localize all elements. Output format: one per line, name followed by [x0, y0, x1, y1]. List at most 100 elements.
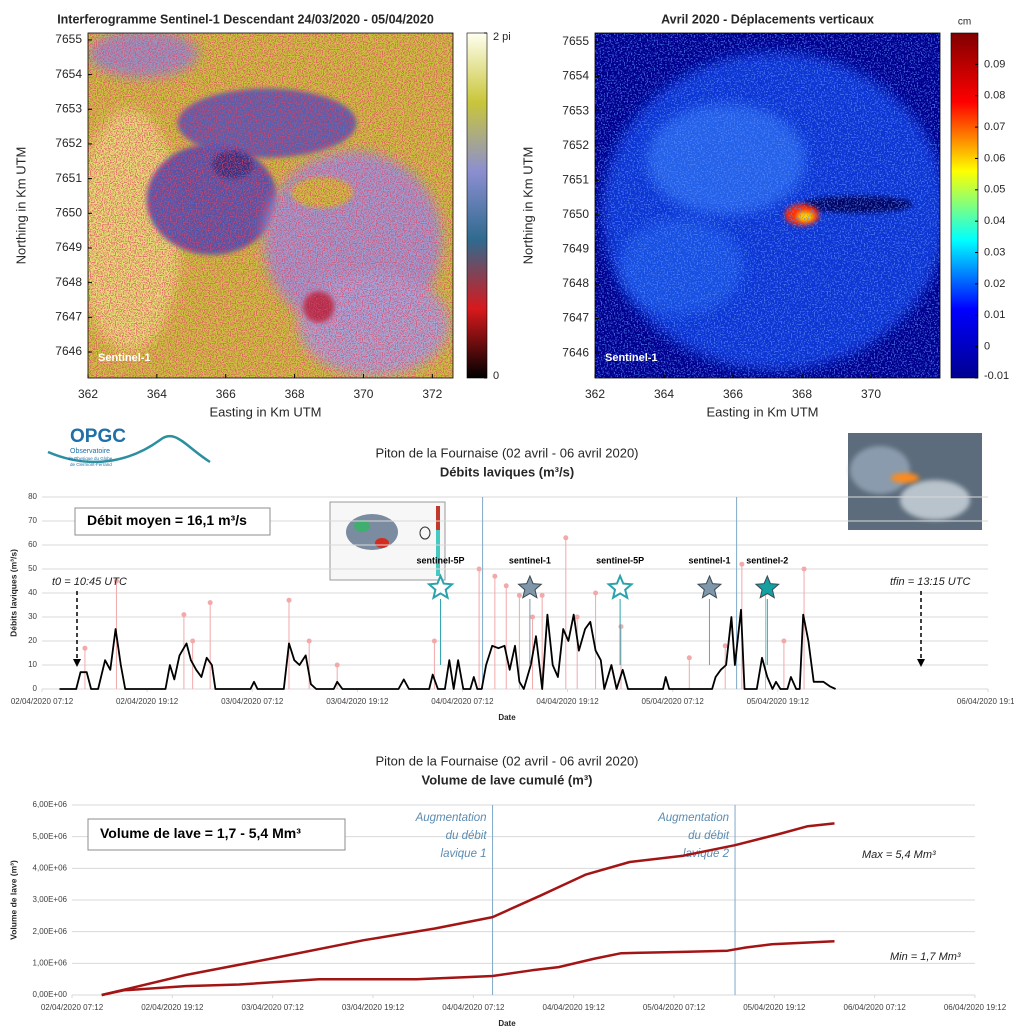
- stem-dot: [287, 598, 292, 603]
- x-tick-label: 366: [216, 387, 236, 401]
- x-tick-label: 06/04/2020 07:12: [844, 1003, 907, 1012]
- stem-dot: [781, 639, 786, 644]
- y-tick-label: 7652: [55, 136, 82, 150]
- y-tick-label: 7648: [562, 276, 589, 290]
- x-tick-label: 370: [353, 387, 373, 401]
- note: t0 = 10:45 UTC: [52, 576, 127, 588]
- stem-dot: [492, 574, 497, 579]
- map-noise: [88, 33, 453, 378]
- map-noise: [595, 33, 940, 378]
- y-tick-label: 7647: [55, 309, 82, 323]
- stem-dot: [575, 615, 580, 620]
- annotation-text: Débit moyen = 16,1 m³/s: [87, 512, 247, 528]
- map-image: [595, 33, 947, 378]
- y-axis-label: Northing in Km UTM: [520, 147, 535, 265]
- x-axis-label: Easting in Km UTM: [707, 404, 819, 419]
- note: Min = 1,7 Mm³: [890, 951, 961, 963]
- chart-subtitle: Débits laviques (m³/s): [440, 464, 574, 479]
- y-tick-label: 7652: [562, 138, 589, 152]
- pass-star: [519, 576, 542, 598]
- x-tick-label: 04/04/2020 19:12: [543, 1003, 606, 1012]
- x-tick-label: 02/04/2020 07:12: [11, 697, 74, 706]
- pass-label: sentinel-2: [746, 555, 788, 565]
- chart-title: Interferogramme Sentinel-1 Descendant 24…: [57, 12, 434, 26]
- chart-title: Piton de la Fournaise (02 avril - 06 avr…: [375, 445, 638, 460]
- annotation-text: Volume de lave = 1,7 - 5,4 Mm³: [100, 825, 301, 841]
- y-tick-label: 7654: [55, 67, 82, 81]
- y-tick-label: 4,00E+06: [33, 863, 68, 872]
- inset-blob: [375, 538, 389, 548]
- x-tick-label: 02/04/2020 07:12: [41, 1003, 104, 1012]
- stem-dot: [517, 593, 522, 598]
- y-tick-label: 7649: [562, 242, 589, 256]
- x-tick-label: 05/04/2020 07:12: [642, 697, 705, 706]
- y-tick-label: 7646: [55, 344, 82, 358]
- event-label: Augmentation: [657, 812, 729, 824]
- x-tick-label: 03/04/2020 19:12: [326, 697, 389, 706]
- y-tick-label: 2,00E+06: [33, 927, 68, 936]
- stem-dot: [432, 639, 437, 644]
- pass-star: [698, 576, 721, 598]
- y-tick-label: 7648: [55, 275, 82, 289]
- colorbar-tick-label: -0.01: [984, 370, 1009, 382]
- inset-blob: [354, 520, 370, 532]
- colorbar-tick-label: 0.02: [984, 278, 1005, 290]
- x-tick-label: 370: [861, 387, 881, 401]
- colorbar-label: cm: [958, 17, 971, 28]
- chart-subtitle: Volume de lave cumulé (m³): [422, 772, 593, 787]
- x-tick-label: 03/04/2020 19:12: [342, 1003, 405, 1012]
- x-tick-label: 03/04/2020 07:12: [221, 697, 284, 706]
- stem-dot: [307, 639, 312, 644]
- logo-line: de Physique du Globe: [68, 456, 113, 461]
- x-tick-label: 04/04/2020 07:12: [431, 697, 494, 706]
- inset-photo: [848, 433, 982, 530]
- y-tick-label: 3,00E+06: [33, 895, 68, 904]
- x-tick-label: 04/04/2020 19:12: [536, 697, 599, 706]
- colorbar-tick-label: 0.01: [984, 309, 1005, 321]
- x-tick-label: 362: [585, 387, 605, 401]
- map-annotation: Sentinel-1: [605, 352, 658, 364]
- colorbar-tick-label: 0.08: [984, 90, 1005, 102]
- y-tick-label: 70: [28, 516, 37, 525]
- colorbar-tick-label: 0.05: [984, 184, 1005, 196]
- note-arrowhead: [917, 659, 925, 667]
- stem-dot: [563, 535, 568, 540]
- x-tick-label: 05/04/2020 19:12: [743, 1003, 806, 1012]
- stem-dot: [504, 583, 509, 588]
- colorbar-tick-label: 0: [493, 370, 499, 382]
- y-axis-label: Northing in Km UTM: [13, 147, 28, 265]
- y-tick-label: 20: [28, 636, 37, 645]
- y-tick-label: 7646: [562, 345, 589, 359]
- stem-dot: [687, 655, 692, 660]
- y-tick-label: 7654: [562, 69, 589, 83]
- stem-dot: [593, 591, 598, 596]
- stem-dot: [82, 646, 87, 651]
- y-tick-label: 7649: [55, 240, 82, 254]
- stem-dot: [477, 567, 482, 572]
- y-tick-label: 7655: [562, 34, 589, 48]
- y-tick-label: 40: [28, 588, 37, 597]
- x-tick-label: 03/04/2020 07:12: [242, 1003, 305, 1012]
- event-label: lavique 1: [441, 848, 487, 860]
- y-tick-label: 5,00E+06: [33, 832, 68, 841]
- y-tick-label: 1,00E+06: [33, 958, 68, 967]
- y-tick-label: 7653: [55, 101, 82, 115]
- y-tick-label: 7650: [562, 207, 589, 221]
- colorbar-tick-label: 0.04: [984, 215, 1005, 227]
- x-tick-label: 364: [147, 387, 167, 401]
- series-line: [60, 610, 836, 689]
- stem-dot: [723, 643, 728, 648]
- y-tick-label: 7651: [55, 171, 82, 185]
- x-tick-label: 368: [285, 387, 305, 401]
- event-label: Augmentation: [415, 812, 487, 824]
- x-tick-label: 368: [792, 387, 812, 401]
- stem-dot: [802, 567, 807, 572]
- y-tick-label: 30: [28, 612, 37, 621]
- logo-title: OPGC: [70, 426, 126, 447]
- x-tick-label: 02/04/2020 19:12: [141, 1003, 204, 1012]
- y-tick-label: 7655: [55, 32, 82, 46]
- figure: OPGC Observatoire de Physique du Globe d…: [0, 0, 1014, 1030]
- stem-dot: [208, 600, 213, 605]
- pass-label: sentinel-1: [688, 555, 730, 565]
- logo-line: de Clermont-Ferrand: [70, 462, 112, 467]
